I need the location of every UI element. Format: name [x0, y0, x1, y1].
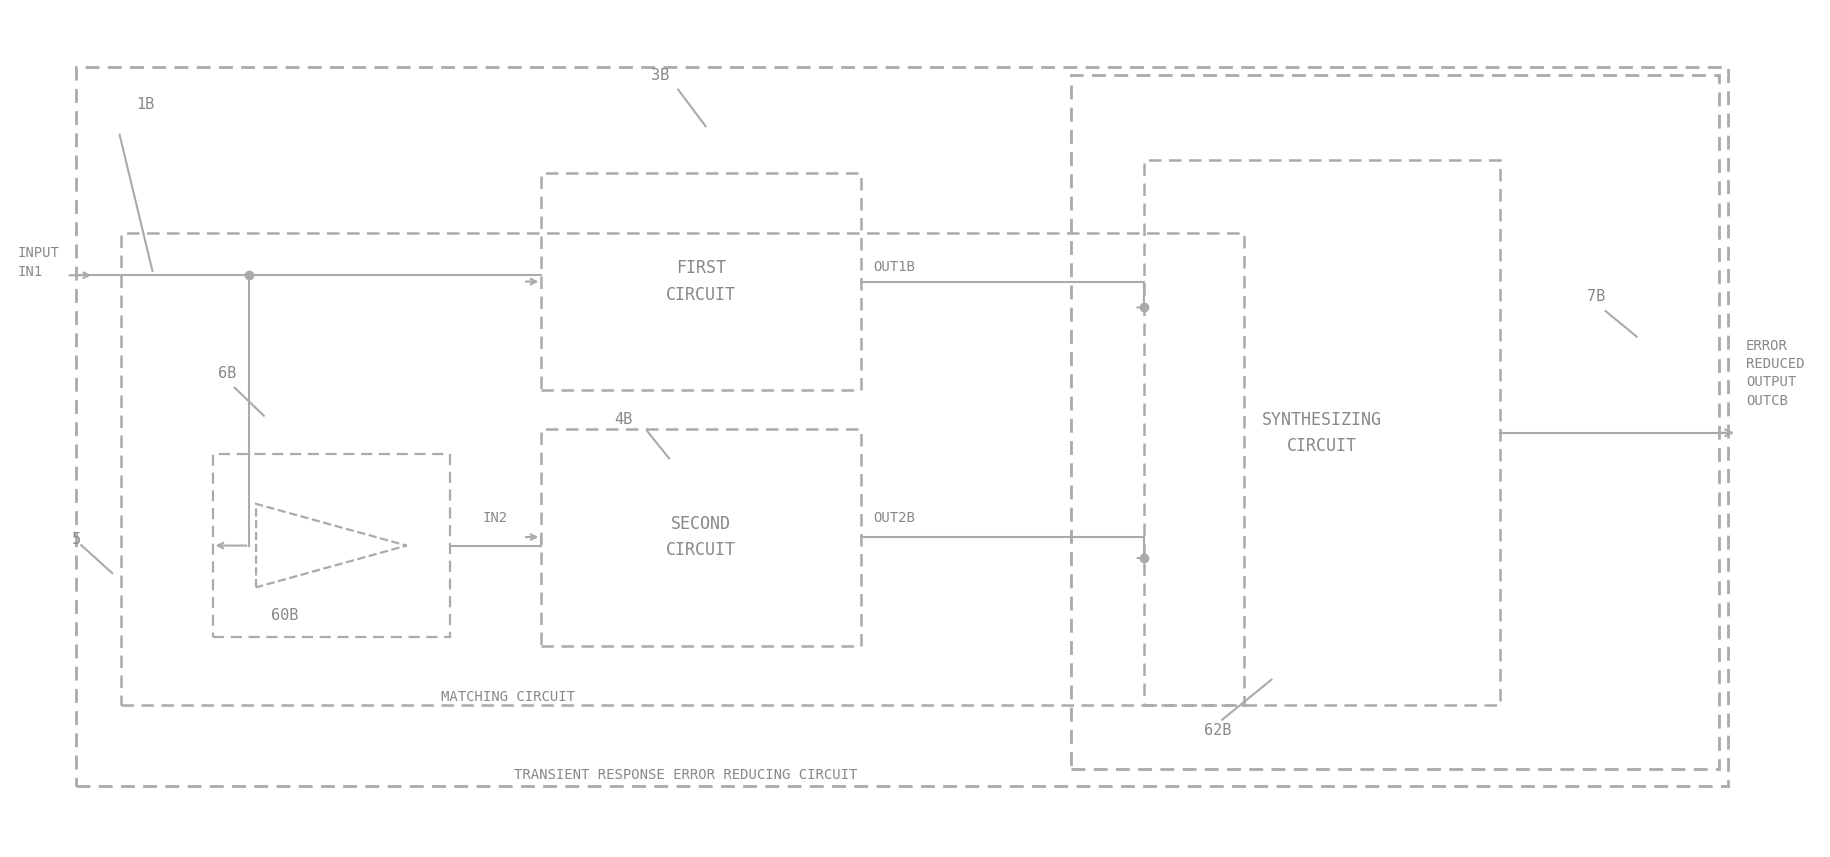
Text: 5: 5: [71, 531, 81, 547]
Text: FIRST
CIRCUIT: FIRST CIRCUIT: [666, 260, 736, 304]
Bar: [121, 232, 1243, 705]
Text: INPUT
IN1: INPUT IN1: [16, 246, 59, 279]
Bar: [1144, 160, 1499, 705]
Text: IN2: IN2: [483, 511, 507, 524]
Bar: [542, 428, 860, 645]
Text: 4B: 4B: [615, 412, 631, 428]
Bar: [75, 67, 1728, 786]
Bar: [542, 173, 860, 390]
Text: OUT2B: OUT2B: [873, 511, 915, 524]
Text: ERROR
REDUCED
OUTPUT
OUTCB: ERROR REDUCED OUTPUT OUTCB: [1746, 339, 1804, 408]
Text: SYNTHESIZING
CIRCUIT: SYNTHESIZING CIRCUIT: [1261, 411, 1382, 455]
Text: SECOND
CIRCUIT: SECOND CIRCUIT: [666, 515, 736, 560]
Bar: [212, 454, 450, 637]
Text: OUT1B: OUT1B: [873, 260, 915, 273]
Text: 1B: 1B: [135, 98, 154, 112]
Text: 60B: 60B: [271, 608, 298, 623]
Text: 7B: 7B: [1587, 289, 1605, 304]
Text: TRANSIENT RESPONSE ERROR REDUCING CIRCUIT: TRANSIENT RESPONSE ERROR REDUCING CIRCUI…: [514, 768, 856, 782]
Bar: [1071, 75, 1718, 769]
Text: 3B: 3B: [650, 68, 668, 82]
Text: MATCHING CIRCUIT: MATCHING CIRCUIT: [441, 690, 575, 704]
Text: 6B: 6B: [218, 366, 236, 381]
Text: 62B: 62B: [1204, 723, 1230, 738]
